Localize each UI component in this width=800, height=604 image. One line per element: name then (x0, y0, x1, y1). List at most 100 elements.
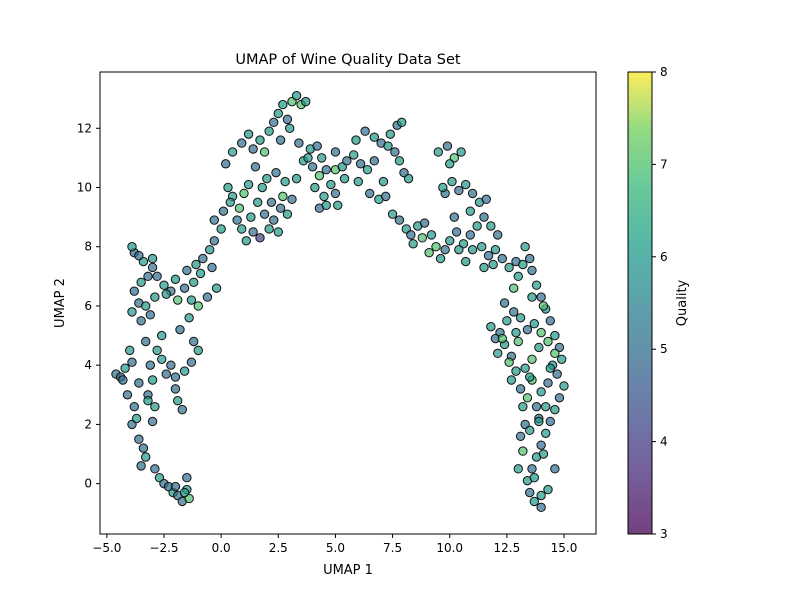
scatter-point (451, 227, 462, 237)
scatter-point (394, 215, 405, 225)
scatter-point (143, 271, 153, 282)
scatter-point (527, 265, 537, 276)
x-tick-label: 15.0 (551, 541, 578, 555)
scatter-point (234, 203, 245, 213)
scatter-point (472, 221, 482, 231)
scatter-point (518, 401, 528, 412)
scatter-point (312, 141, 322, 151)
scatter-point (131, 413, 142, 424)
y-tick-label: 10 (77, 181, 92, 195)
scatter-point (186, 357, 197, 367)
scatter-point (127, 307, 137, 317)
scatter-point (493, 348, 503, 359)
scatter-point (461, 256, 471, 267)
scatter-point (381, 191, 391, 202)
scatter-point (486, 221, 496, 231)
scatter-point (161, 289, 171, 299)
scatter-point (499, 298, 510, 308)
scatter-point (207, 262, 217, 273)
scatter-point (321, 165, 331, 175)
scatter-point (243, 179, 254, 190)
scatter-point (248, 227, 258, 237)
scatter-point (529, 496, 539, 507)
scatter-point (493, 230, 503, 240)
scatter-point (502, 316, 512, 326)
scatter-point (125, 345, 135, 356)
scatter-point (278, 191, 288, 202)
scatter-point (264, 126, 274, 136)
scatter-point (527, 354, 537, 364)
scatter-point (559, 381, 569, 391)
colorbar-label: Quality (675, 279, 690, 326)
scatter-point (456, 147, 466, 157)
scatter-point (271, 167, 281, 178)
scatter-point (511, 366, 521, 376)
scatter-point (136, 316, 146, 326)
scatter-point (461, 179, 471, 190)
scatter-point (250, 162, 261, 172)
scatter-point (269, 117, 279, 128)
scatter-point (515, 384, 526, 394)
scatter-point (223, 182, 233, 193)
scatter-point (534, 342, 544, 353)
y-tick-label: 4 (84, 358, 92, 372)
scatter-point (529, 319, 539, 329)
scatter-point (282, 209, 293, 219)
scatter-point (186, 295, 197, 305)
scatter-point (150, 401, 160, 412)
scatter-point (275, 135, 286, 145)
scatter-point (177, 404, 187, 415)
scatter-point (179, 487, 190, 498)
x-tick-label: 0.0 (212, 541, 231, 555)
x-tick-label: 2.5 (269, 541, 288, 555)
scatter-point (282, 114, 293, 125)
scatter-point (147, 375, 158, 385)
scatter-point (209, 236, 219, 246)
scatter-point (454, 244, 464, 255)
scatter-point (159, 280, 169, 290)
scatter-point (189, 336, 199, 347)
scatter-point (127, 357, 137, 367)
scatter-point (515, 431, 526, 441)
scatter-point (390, 147, 400, 157)
scatter-point (173, 295, 183, 305)
colorbar-tick-label: 3 (660, 527, 668, 541)
scatter-point (518, 446, 528, 456)
scatter-point (127, 242, 137, 252)
scatter-point (536, 440, 546, 450)
scatter-point (506, 375, 517, 385)
scatter-point (157, 354, 167, 364)
scatter-point (442, 141, 453, 151)
scatter-point (141, 452, 151, 462)
colorbar-tick-label: 7 (660, 157, 668, 171)
scatter-point (147, 262, 158, 273)
x-tick-label: 10.0 (436, 541, 463, 555)
scatter-point (511, 327, 521, 338)
scatter-point (541, 401, 551, 412)
scatter-point (273, 227, 283, 237)
scatter-point (278, 99, 288, 110)
scatter-point (184, 313, 194, 323)
scatter-point (134, 434, 144, 444)
scatter-point (307, 162, 318, 172)
scatter-point (239, 188, 249, 199)
scatter-point (529, 473, 539, 483)
scatter-point (438, 182, 448, 193)
scatter-point (221, 159, 231, 169)
scatter-point (557, 354, 567, 364)
scatter-point (543, 378, 553, 388)
x-tick-label: 12.5 (493, 541, 520, 555)
scatter-point (152, 271, 162, 282)
x-axis-label: UMAP 1 (323, 563, 373, 578)
scatter-point (536, 327, 546, 338)
scatter-point (237, 138, 247, 148)
scatter-point (479, 212, 489, 222)
scatter-point (531, 280, 542, 290)
scatter-point (513, 464, 523, 474)
scatter-point (291, 90, 302, 101)
scatter-point (527, 464, 537, 474)
scatter-point (241, 236, 251, 246)
scatter-point (419, 218, 430, 228)
scatter-point (406, 230, 416, 240)
scatter-point (179, 283, 190, 293)
